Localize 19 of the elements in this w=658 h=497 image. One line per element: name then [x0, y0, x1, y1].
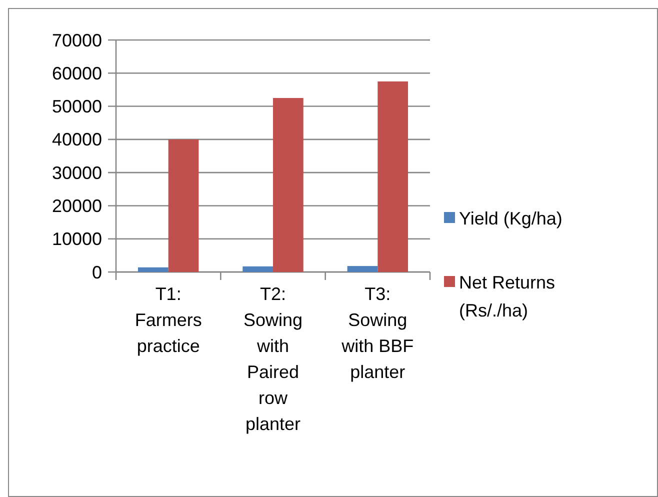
y-tick-label: 60000 [52, 63, 102, 84]
bar [273, 98, 304, 272]
bar [138, 267, 168, 272]
y-tick-label: 30000 [52, 162, 102, 183]
y-tick-label: 0 [92, 262, 102, 282]
y-tick-label: 50000 [52, 96, 102, 117]
legend-label: Net Returns (Rs/./ha) [459, 272, 556, 320]
x-tick-label: T3: Sowing with BBF planter [340, 284, 414, 382]
y-tick-label: 10000 [52, 229, 102, 250]
bar [168, 139, 199, 272]
bar [242, 266, 273, 272]
x-tick-label: T1: Farmers practice [134, 284, 202, 356]
bar [347, 266, 378, 272]
x-tick-label: T2: Sowing with Paired row planter [243, 284, 303, 434]
legend-label: Yield (Kg/ha) [459, 208, 562, 228]
y-tick-label: 40000 [52, 130, 102, 150]
y-tick-label: 20000 [52, 196, 102, 216]
bar [378, 81, 408, 272]
y-tick-label: 70000 [52, 30, 102, 50]
